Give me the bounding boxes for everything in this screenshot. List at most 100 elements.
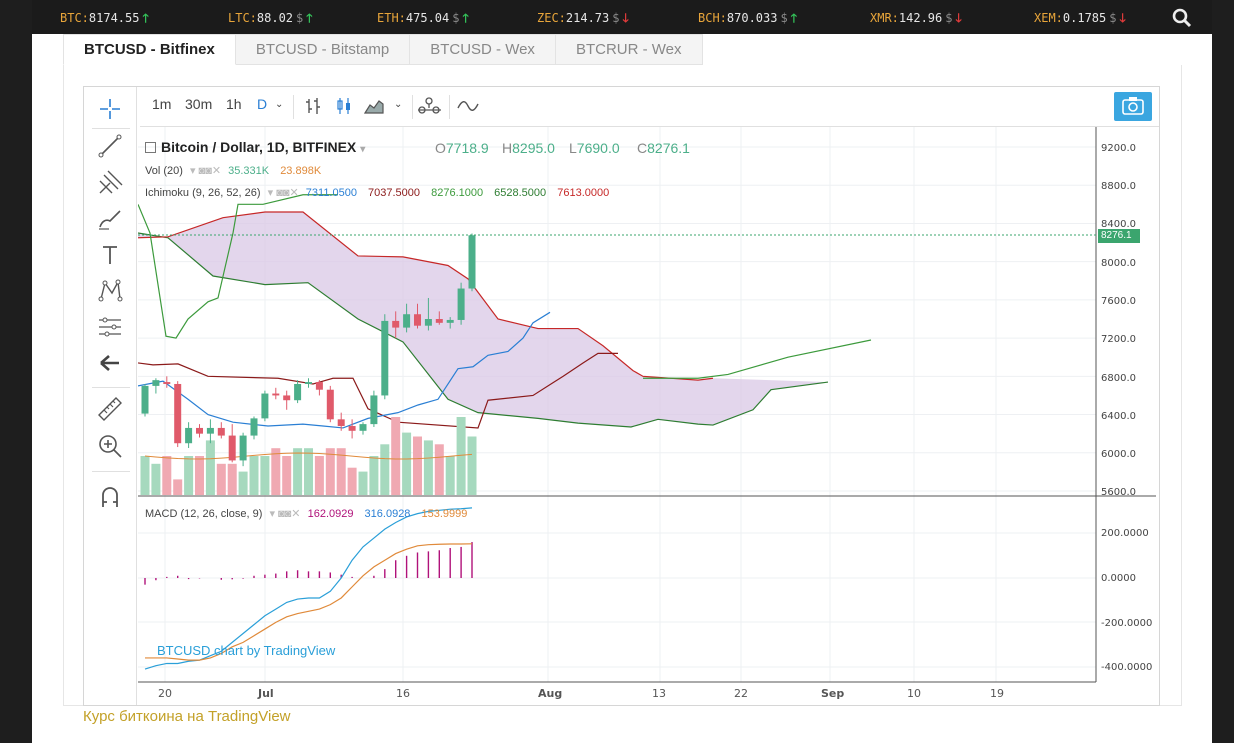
- ticker-item-btc[interactable]: BTC:8174.55 🡑: [60, 9, 149, 30]
- interval-1h[interactable]: 1h: [226, 96, 242, 112]
- collapse-icon[interactable]: [145, 142, 156, 153]
- candle-body: [196, 427, 203, 434]
- trend-line-icon[interactable]: [96, 132, 124, 160]
- volume-bar: [184, 456, 194, 495]
- tab-btcrur-wex[interactable]: BTCRUR - Wex: [555, 34, 703, 65]
- volume-bar: [402, 432, 412, 495]
- interval-1m[interactable]: 1m: [152, 96, 172, 112]
- volume-bar: [325, 448, 335, 495]
- search-icon[interactable]: [1172, 8, 1192, 28]
- tool-divider: [92, 387, 130, 388]
- arrow-down-icon: 🡓: [955, 11, 962, 25]
- candle-body: [392, 320, 400, 328]
- volume-bar: [369, 456, 379, 495]
- candle-body: [337, 419, 345, 427]
- area-style-icon[interactable]: [364, 97, 384, 115]
- ichimoku-label: Ichimoku (9, 26, 52, 26): [145, 187, 261, 199]
- volume-bar: [271, 448, 281, 495]
- volume-bar: [413, 436, 422, 495]
- ichimoku-lagging-line: [138, 194, 338, 339]
- ticker-currency: $: [945, 11, 953, 25]
- ticker-item-xem[interactable]: XEM:0.1785 $ 🡓: [1034, 9, 1126, 30]
- ticker-item-eth[interactable]: ETH:475.04 $ 🡑: [377, 9, 469, 30]
- ichimoku-span-a-line: [138, 232, 829, 428]
- price-chart[interactable]: [138, 127, 1158, 705]
- ticker-price: 214.73: [565, 11, 610, 25]
- arrow-left-icon[interactable]: [96, 349, 124, 377]
- text-icon[interactable]: [96, 241, 124, 269]
- prediction-icon[interactable]: [96, 313, 124, 341]
- macd-label: MACD (12, 26, close, 9): [145, 508, 263, 520]
- macd-legend[interactable]: MACD (12, 26, close, 9) ▾ ◙◙✕ 162.0929 3…: [145, 507, 467, 520]
- snapshot-camera-icon[interactable]: [1114, 92, 1152, 121]
- price-tick: 8400.0: [1101, 219, 1136, 230]
- ticker-bar: BTC:8174.55 🡑 LTC:88.02 $ 🡑 ETH:475.04 $ 🡑 ZE…: [32, 0, 1212, 34]
- compare-icon[interactable]: [457, 99, 479, 113]
- interval-30m[interactable]: 30m: [185, 96, 213, 112]
- zoom-in-icon[interactable]: [96, 432, 124, 460]
- symbol-legend[interactable]: Bitcoin / Dollar, 1D, BITFINEX ▾: [145, 139, 365, 155]
- candles-style-icon[interactable]: [336, 97, 352, 115]
- chevron-down-icon[interactable]: ⌄: [275, 99, 284, 110]
- tab-btcusd-bitfinex[interactable]: BTCUSD - Bitfinex: [63, 34, 236, 65]
- candle-body: [206, 427, 214, 434]
- settings-icon[interactable]: ▾ ◙◙✕: [269, 508, 301, 520]
- magnet-icon[interactable]: [96, 483, 124, 511]
- ticker-item-xmr[interactable]: XMR:142.96 $ 🡓: [870, 9, 962, 30]
- interval-d[interactable]: D: [257, 96, 268, 112]
- tab-btcusd-bitstamp[interactable]: BTCUSD - Bitstamp: [235, 34, 411, 65]
- volume-legend[interactable]: Vol (20) ▾ ◙◙✕ 35.331K 23.898K: [145, 164, 321, 177]
- ruler-icon[interactable]: [96, 395, 124, 423]
- candle-body: [283, 395, 291, 401]
- volume-ma-value: 23.898K: [280, 165, 322, 177]
- ohlc-open: O7718.9: [435, 140, 489, 156]
- indicators-icon[interactable]: [417, 95, 441, 117]
- volume-bar: [227, 463, 237, 495]
- tool-divider: [92, 128, 130, 129]
- ticker-item-bch[interactable]: BCH:870.033 $ 🡑: [698, 9, 797, 30]
- settings-icon[interactable]: ▾ ◙◙✕: [189, 165, 222, 177]
- price-tick: 6400.0: [1101, 411, 1136, 422]
- volume-bar: [314, 456, 324, 495]
- ichimoku-forward-span-line: [643, 339, 872, 379]
- bars-style-icon[interactable]: [305, 97, 321, 115]
- brush-icon[interactable]: [96, 205, 124, 233]
- ticker-price: 8174.55: [88, 11, 140, 25]
- arrow-down-icon: 🡓: [1119, 11, 1126, 25]
- volume-bar: [205, 440, 215, 495]
- volume-bar: [293, 448, 303, 495]
- ichimoku-legend[interactable]: Ichimoku (9, 26, 52, 26) ▾ ◙◙✕ 7311.0500…: [145, 186, 609, 199]
- tab-btcusd-wex[interactable]: BTCUSD - Wex: [410, 34, 556, 65]
- ticker-item-ltc[interactable]: LTC:88.02 $ 🡑: [228, 9, 313, 30]
- candle-body: [435, 319, 443, 323]
- settings-icon[interactable]: ▾ ◙◙✕: [267, 187, 299, 199]
- volume-bar: [282, 456, 292, 495]
- time-tick: 19: [990, 687, 1004, 700]
- volume-bar: [216, 463, 226, 495]
- candle-body: [261, 393, 269, 419]
- volume-bar: [238, 471, 248, 495]
- arrow-up-icon: 🡑: [306, 11, 313, 25]
- macd-tick: -200.0000: [1101, 618, 1153, 629]
- volume-bar: [347, 467, 357, 495]
- candle-body: [381, 320, 389, 396]
- ticker-price: 142.96: [898, 11, 943, 25]
- ichimoku-base: 7037.5000: [368, 187, 421, 199]
- price-tick: 9200.0: [1101, 143, 1136, 154]
- candle-body: [348, 426, 356, 431]
- tradingview-watermark[interactable]: BTCUSD chart by TradingView: [157, 643, 336, 658]
- pattern-icon[interactable]: [96, 277, 124, 305]
- tradingview-link[interactable]: Курс биткоина на TradingView: [83, 708, 291, 725]
- macd-tick: 0.0000: [1101, 573, 1136, 584]
- chevron-down-icon[interactable]: ▾: [360, 144, 366, 155]
- ticker-item-zec[interactable]: ZEC:214.73 $ 🡓: [537, 9, 629, 30]
- candle-body: [152, 380, 160, 386]
- crosshair-icon[interactable]: [96, 95, 124, 123]
- candle-body: [174, 383, 182, 444]
- volume-bar: [151, 463, 161, 495]
- ichimoku-span-a: 6528.5000: [494, 187, 547, 199]
- pitchfork-icon[interactable]: [96, 169, 124, 197]
- chevron-down-icon[interactable]: ⌄: [394, 99, 403, 110]
- time-tick: 20: [158, 687, 172, 700]
- ichimoku-cloud: [138, 211, 828, 427]
